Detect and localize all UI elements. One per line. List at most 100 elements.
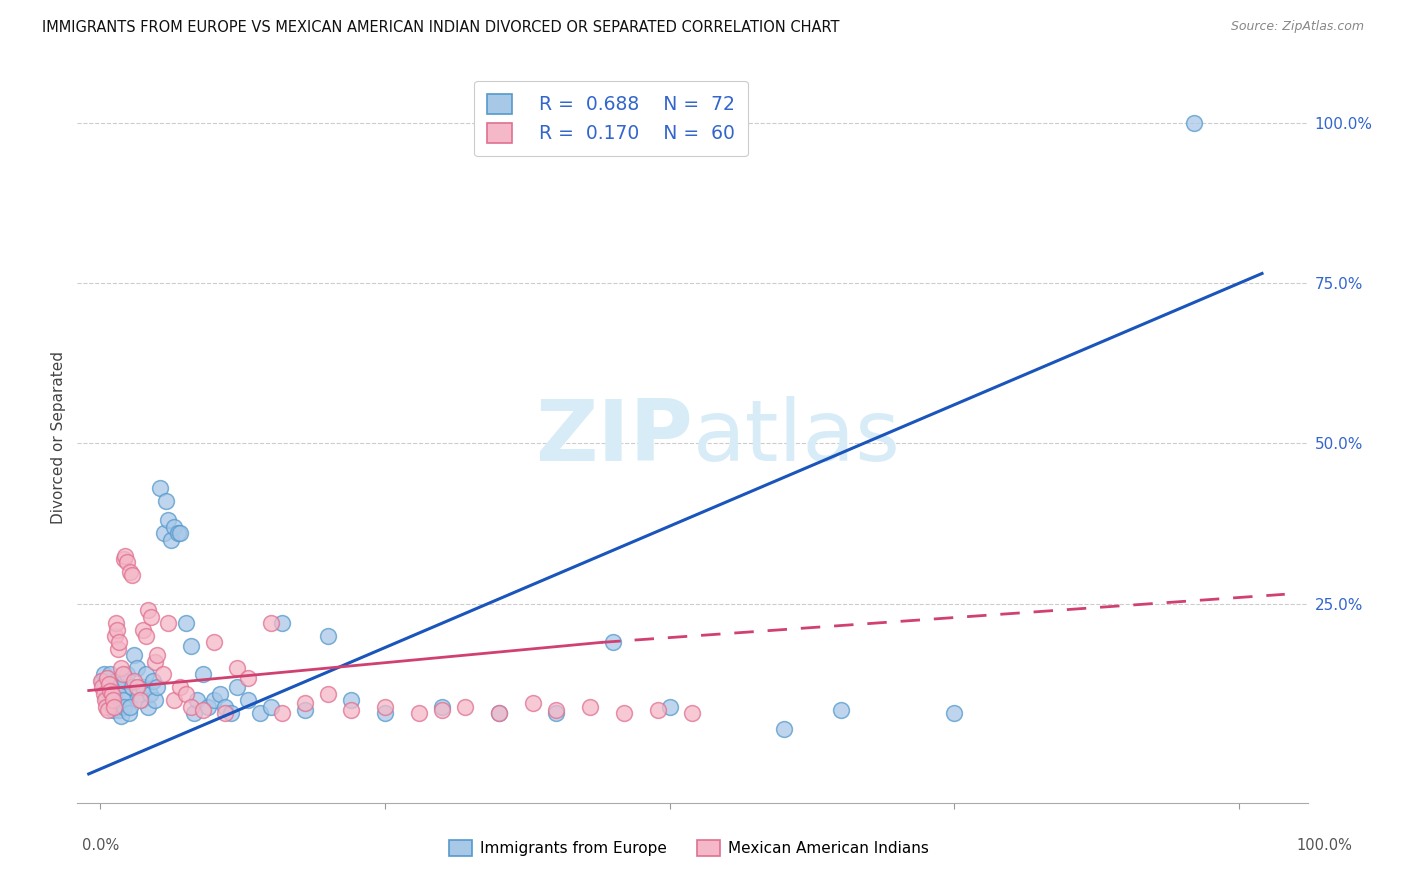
Point (135, 629, 157, 643)
Point (100, 681, 122, 695)
Point (430, 699, 453, 714)
Point (132, 681, 155, 695)
Point (374, 706, 396, 720)
Point (202, 635, 225, 649)
Point (647, 703, 669, 717)
Point (157, 514, 180, 528)
Point (225, 661, 247, 675)
Point (141, 673, 163, 688)
Point (112, 699, 135, 714)
Point (101, 703, 124, 717)
Point (111, 667, 134, 681)
Point (682, 706, 704, 720)
Point (943, 706, 966, 720)
Point (93, 687, 115, 701)
Point (117, 706, 139, 720)
Point (105, 699, 128, 714)
Text: IMMIGRANTS FROM EUROPE VS MEXICAN AMERICAN INDIAN DIVORCED OR SEPARATED CORRELAT: IMMIGRANTS FROM EUROPE VS MEXICAN AMERIC… (42, 20, 839, 35)
Point (186, 693, 208, 707)
Point (180, 639, 202, 653)
Point (128, 687, 150, 701)
Point (197, 699, 219, 714)
Point (772, 722, 794, 736)
Point (174, 687, 197, 701)
Point (91, 681, 114, 695)
Point (271, 706, 294, 720)
Point (114, 549, 136, 563)
Point (214, 699, 236, 714)
Point (430, 703, 453, 717)
Point (110, 661, 132, 675)
Point (110, 709, 132, 723)
Point (129, 693, 152, 707)
Point (408, 706, 430, 720)
Text: ZIP: ZIP (534, 395, 693, 479)
Point (658, 699, 681, 714)
Point (208, 687, 231, 701)
Point (544, 706, 567, 720)
Point (152, 667, 174, 681)
Point (183, 706, 205, 720)
Point (117, 667, 139, 681)
Point (249, 706, 271, 720)
Legend:    R =  0.688    N =  72,    R =  0.170    N =  60: R = 0.688 N = 72, R = 0.170 N = 60 (474, 81, 748, 156)
Point (169, 526, 191, 541)
Point (1182, 116, 1205, 130)
Point (117, 555, 139, 569)
Point (104, 693, 127, 707)
Text: 100.0%: 100.0% (1296, 838, 1353, 854)
Point (522, 697, 544, 711)
Point (544, 703, 567, 717)
Point (105, 616, 128, 631)
Point (294, 703, 316, 717)
Point (100, 687, 122, 701)
Point (125, 661, 148, 675)
Point (103, 699, 125, 714)
Point (98, 667, 121, 681)
Point (294, 697, 316, 711)
Point (105, 623, 128, 637)
Point (93, 667, 115, 681)
Point (104, 629, 127, 643)
Point (174, 616, 197, 631)
Point (143, 655, 166, 669)
Point (97, 703, 120, 717)
Text: Source: ZipAtlas.com: Source: ZipAtlas.com (1230, 20, 1364, 33)
Point (93, 693, 115, 707)
Point (260, 699, 283, 714)
Point (488, 706, 510, 720)
Point (97, 673, 120, 688)
Point (143, 693, 166, 707)
Point (121, 681, 143, 695)
Point (153, 526, 176, 541)
Point (96, 683, 118, 698)
Point (271, 616, 294, 631)
Point (124, 648, 146, 663)
Point (180, 699, 202, 714)
Point (98, 677, 121, 691)
Point (93, 677, 115, 691)
Point (94, 699, 117, 714)
Point (163, 693, 186, 707)
Point (339, 703, 361, 717)
Point (238, 693, 260, 707)
Point (191, 703, 214, 717)
Point (96, 671, 118, 685)
Point (94, 690, 117, 704)
Point (149, 482, 172, 496)
Point (125, 681, 148, 695)
Point (159, 533, 181, 547)
Text: 0.0%: 0.0% (82, 838, 118, 854)
Point (155, 494, 177, 508)
Point (602, 635, 624, 649)
Point (214, 706, 236, 720)
Point (579, 699, 602, 714)
Point (136, 603, 159, 617)
Point (105, 673, 128, 688)
Y-axis label: Divorced or Separated: Divorced or Separated (51, 351, 66, 524)
Point (135, 667, 157, 681)
Point (91, 673, 114, 688)
Point (98, 697, 121, 711)
Point (146, 681, 169, 695)
Point (101, 693, 124, 707)
